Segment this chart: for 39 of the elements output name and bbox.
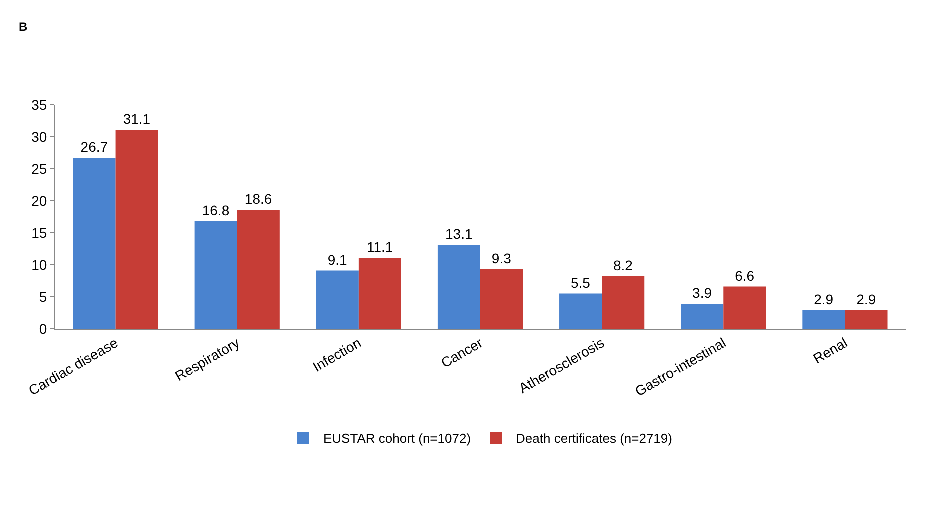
bar [724,286,766,329]
data-label: 6.6 [735,268,755,284]
text: B [19,20,28,34]
data-label: 3.9 [692,285,712,302]
bar [358,258,402,329]
data-label: 16.8 [202,202,230,218]
bar [845,310,888,329]
data-label: 9.3 [492,250,512,266]
bar [681,304,724,329]
bar [194,221,238,329]
data-label: 31.1 [123,110,151,127]
y-tick-label: 20 [32,192,48,209]
bar [560,294,602,329]
y-tick-label: 30 [32,128,48,145]
y-tick-label: 5 [39,288,48,305]
y-tick-label: 35 [32,96,48,113]
bar [237,210,280,329]
bar [73,158,116,329]
data-label: 26.7 [80,139,108,156]
data-label: 11.1 [366,238,394,255]
bar [116,130,158,329]
legend-label: EUSTAR cohort (n=1072) [324,431,472,446]
y-tick-label: 10 [32,256,48,273]
bar [316,270,359,329]
data-label: 13.1 [445,226,473,242]
data-label: 8.2 [614,258,634,274]
data-label: 2.9 [814,291,834,308]
data-label: 9.1 [328,252,348,268]
bar [802,310,846,329]
data-label: 18.6 [244,190,272,207]
y-tick-label: 25 [32,160,48,177]
y-tick-label: 0 [39,320,48,337]
y-tick-label: 15 [32,224,48,241]
bar [438,245,480,329]
data-label: 2.9 [856,291,876,308]
data-label: 5.5 [570,274,591,291]
bar [480,269,524,329]
bar [602,276,645,329]
legend-label: Death certificates (n=2719) [516,431,672,446]
